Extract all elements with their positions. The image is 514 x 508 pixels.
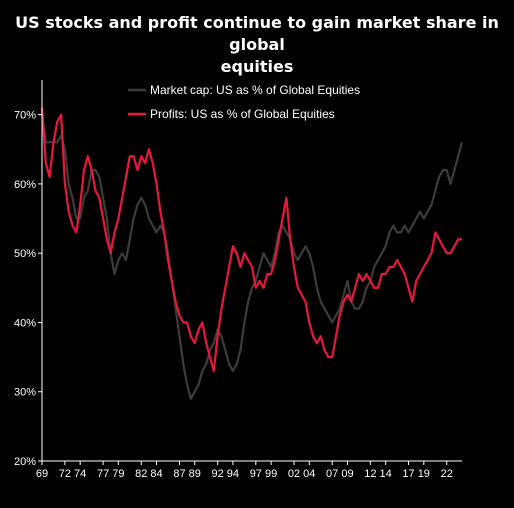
y-tick-label: 30% [14,387,36,399]
x-tick-label: 74 [74,468,86,480]
x-tick-label: 04 [303,468,315,480]
x-tick-label: 82 [135,468,147,480]
chart-title-line-2: equities [220,57,294,76]
x-tick-label: 22 [441,468,453,480]
x-tick-label: 69 [36,468,48,480]
x-tick-label: 87 [173,468,185,480]
legend: Market cap: US as % of Global Equities P… [128,83,360,121]
legend-label-market-cap: Market cap: US as % of Global Equities [150,83,360,97]
x-tick-label: 77 [97,468,109,480]
y-tick-label: 60% [14,179,36,191]
x-tick-label: 17 [402,468,414,480]
y-tick-label: 50% [14,248,36,260]
series-line-market-cap [40,114,464,400]
x-tick-label: 19 [418,468,430,480]
x-tick-label: 14 [380,468,392,480]
axes: 20%30%40%50%60%70%69 72 74 77 79 82 84 87 89 92 94… [14,80,462,480]
x-tick-label: 02 [288,468,300,480]
chart-title: US stocks and profit continue to gain ma… [0,12,514,78]
legend-label-profits: Profits: US as % of Global Equities [150,107,335,121]
y-tick-label: 40% [14,317,36,329]
x-tick-label: 89 [189,468,201,480]
y-tick-label: 70% [14,110,36,122]
x-tick-label: 09 [341,468,353,480]
x-tick-label: 79 [112,468,124,480]
x-tick-label: 97 [250,468,262,480]
x-tick-label: 99 [265,468,277,480]
x-tick-label: 07 [326,468,338,480]
y-tick-label: 20% [14,456,36,468]
chart-title-line-1: US stocks and profit continue to gain ma… [15,13,499,54]
series-layer [40,107,464,400]
x-tick-label: 84 [150,468,162,480]
x-tick-label: 92 [212,468,224,480]
x-tick-label: 94 [227,468,239,480]
x-tick-label: 12 [364,468,376,480]
series-line-profits [40,107,462,372]
x-tick-label: 72 [59,468,71,480]
